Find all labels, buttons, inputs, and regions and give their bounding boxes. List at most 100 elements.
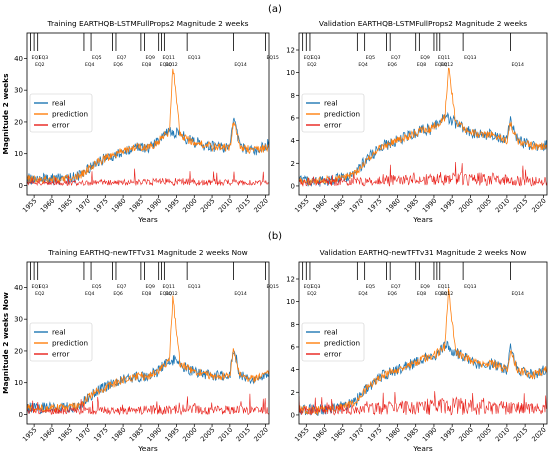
x-tick-label: 1985 bbox=[128, 426, 146, 444]
legend-label-real: real bbox=[324, 99, 338, 108]
event-label-eq3: EQ3 bbox=[39, 55, 49, 61]
y-tick-label: 40 bbox=[14, 284, 23, 292]
y-tick-label: 8 bbox=[291, 321, 295, 329]
series-prediction-line bbox=[27, 68, 269, 185]
y-tick-label: 8 bbox=[291, 92, 295, 100]
event-label-eq3: EQ3 bbox=[311, 55, 321, 61]
axes-frame bbox=[298, 261, 548, 425]
x-tick-label: 1965 bbox=[57, 426, 75, 444]
series-real-line bbox=[27, 350, 269, 415]
legend-label-prediction: prediction bbox=[52, 110, 88, 119]
event-label-eq12: EQ12 bbox=[441, 291, 453, 297]
y-axis-label: Magnitude 2 weeks bbox=[1, 73, 10, 155]
panel-label-a: (a) bbox=[268, 4, 282, 15]
event-label-eq13: EQ13 bbox=[464, 284, 476, 290]
series-error-line bbox=[299, 391, 547, 416]
x-tick-label: 2005 bbox=[199, 197, 217, 215]
event-label-eq14: EQ14 bbox=[512, 62, 524, 68]
x-tick-label: 1955 bbox=[21, 426, 39, 444]
event-label-eq5: EQ5 bbox=[366, 55, 376, 61]
chart-title: Training EARTHQB-LSTMFullProps2 Magnitud… bbox=[47, 19, 249, 28]
x-tick-label: 2005 bbox=[476, 426, 494, 444]
event-label-eq4: EQ4 bbox=[85, 291, 95, 297]
y-tick-label: 30 bbox=[14, 87, 23, 95]
event-label-eq14: EQ14 bbox=[512, 291, 524, 297]
legend-label-real: real bbox=[52, 328, 66, 337]
x-tick-label: 1965 bbox=[57, 197, 75, 215]
x-tick-label: 2010 bbox=[494, 197, 512, 215]
event-label-eq3: EQ3 bbox=[39, 284, 49, 290]
series-real-line bbox=[27, 117, 269, 186]
x-tick-label: 1970 bbox=[348, 426, 366, 444]
event-label-eq6: EQ6 bbox=[113, 291, 123, 297]
y-tick-label: 4 bbox=[291, 366, 296, 374]
event-label-eq8: EQ8 bbox=[417, 62, 427, 68]
event-label-eq14: EQ14 bbox=[234, 291, 246, 297]
x-tick-label: 2015 bbox=[235, 426, 253, 444]
x-tick-label: 1960 bbox=[39, 426, 57, 444]
x-tick-label: 1975 bbox=[366, 426, 384, 444]
x-tick-label: 1990 bbox=[421, 197, 439, 215]
event-label-eq3: EQ3 bbox=[311, 284, 321, 290]
x-tick-label: 1985 bbox=[403, 197, 421, 215]
y-tick-label: 10 bbox=[286, 298, 295, 306]
x-tick-label: 2020 bbox=[530, 197, 548, 215]
event-label-eq8: EQ8 bbox=[142, 62, 152, 68]
event-label-eq15: EQ15 bbox=[266, 284, 278, 290]
event-label-eq6: EQ6 bbox=[388, 291, 398, 297]
x-tick-label: 2010 bbox=[494, 426, 512, 444]
x-axis-label: Years bbox=[137, 215, 158, 224]
x-tick-label: 1970 bbox=[74, 197, 92, 215]
chart-panel-3: Training EARTHQ-newTFTv31 Magnitude 2 we… bbox=[1, 248, 279, 453]
x-tick-label: 1975 bbox=[366, 197, 384, 215]
x-tick-label: 2020 bbox=[530, 426, 548, 444]
x-tick-label: 2000 bbox=[457, 197, 475, 215]
plot-area bbox=[299, 67, 547, 187]
x-tick-label: 1985 bbox=[403, 426, 421, 444]
event-label-eq12: EQ12 bbox=[165, 62, 177, 68]
chart-title: Validation EARTHQB-LSTMFullProps2 Magnit… bbox=[319, 19, 527, 28]
y-tick-label: 10 bbox=[286, 69, 295, 77]
event-label-eq4: EQ4 bbox=[358, 291, 368, 297]
event-label-eq12: EQ12 bbox=[441, 62, 453, 68]
event-label-eq1: EQ1 bbox=[304, 55, 314, 61]
legend-label-real: real bbox=[324, 328, 338, 337]
y-tick-label: 10 bbox=[14, 150, 23, 158]
event-label-eq4: EQ4 bbox=[85, 62, 95, 68]
event-label-eq12: EQ12 bbox=[165, 291, 177, 297]
event-label-eq11: EQ11 bbox=[438, 55, 450, 61]
x-tick-label: 2000 bbox=[181, 426, 199, 444]
x-tick-label: 1980 bbox=[110, 426, 128, 444]
y-tick-label: 40 bbox=[14, 55, 23, 63]
chart-title: Training EARTHQ-newTFTv31 Magnitude 2 we… bbox=[47, 248, 247, 257]
y-tick-label: 0 bbox=[291, 182, 295, 190]
y-tick-label: 0 bbox=[291, 411, 295, 419]
x-tick-label: 2010 bbox=[217, 197, 235, 215]
x-tick-label: 1990 bbox=[421, 426, 439, 444]
event-label-eq7: EQ7 bbox=[117, 55, 127, 61]
chart-panel-1: Training EARTHQB-LSTMFullProps2 Magnitud… bbox=[1, 19, 279, 224]
x-tick-label: 2000 bbox=[457, 426, 475, 444]
series-prediction-line bbox=[299, 288, 547, 416]
series-prediction-line bbox=[299, 67, 547, 186]
y-tick-label: 0 bbox=[19, 182, 23, 190]
event-label-eq2: EQ2 bbox=[35, 62, 45, 68]
x-tick-label: 1995 bbox=[163, 426, 181, 444]
event-label-eq7: EQ7 bbox=[117, 284, 127, 290]
x-tick-label: 2000 bbox=[181, 197, 199, 215]
x-tick-label: 2015 bbox=[512, 426, 530, 444]
x-tick-label: 1995 bbox=[163, 197, 181, 215]
x-tick-label: 2015 bbox=[512, 197, 530, 215]
x-tick-label: 1955 bbox=[293, 197, 311, 215]
plot-area bbox=[27, 295, 269, 416]
x-tick-label: 2020 bbox=[252, 197, 270, 215]
event-label-eq15: EQ15 bbox=[266, 55, 278, 61]
event-label-eq11: EQ11 bbox=[163, 55, 175, 61]
x-tick-label: 1990 bbox=[146, 197, 164, 215]
x-tick-label: 1955 bbox=[293, 426, 311, 444]
legend-label-error: error bbox=[324, 350, 341, 359]
event-label-eq7: EQ7 bbox=[391, 284, 401, 290]
x-tick-label: 2010 bbox=[217, 426, 235, 444]
plot-area bbox=[27, 68, 269, 187]
